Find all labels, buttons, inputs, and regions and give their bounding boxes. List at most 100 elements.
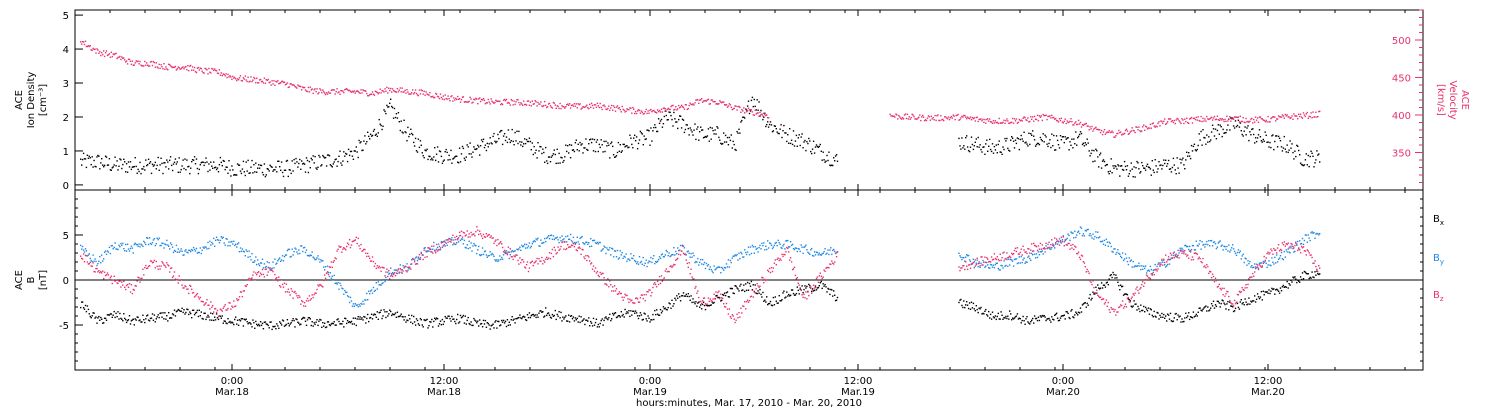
by-point <box>568 238 571 240</box>
density-point <box>125 171 127 173</box>
by-point <box>302 247 305 249</box>
density-point <box>289 169 291 171</box>
velocity-point <box>387 92 389 94</box>
by-point <box>985 265 987 267</box>
velocity-point <box>1067 121 1069 124</box>
by-point <box>717 266 719 268</box>
density-point <box>341 164 343 166</box>
density-point <box>1018 148 1020 151</box>
by-point <box>452 244 454 246</box>
velocity-point <box>182 66 184 68</box>
by-point <box>966 254 969 257</box>
bz-point <box>91 265 93 267</box>
density-point <box>1218 133 1220 135</box>
velocity-point <box>235 78 237 80</box>
velocity-point <box>607 107 609 110</box>
bx-point <box>571 318 574 320</box>
bx-point <box>973 308 975 310</box>
bx-point <box>546 314 548 317</box>
velocity-point <box>576 107 578 109</box>
by-point <box>380 284 382 286</box>
by-point <box>1146 270 1149 272</box>
bx-point <box>1060 315 1063 317</box>
by-point <box>1206 240 1208 243</box>
velocity-point <box>629 107 631 109</box>
velocity-point <box>1200 115 1202 118</box>
by-point <box>296 251 298 253</box>
density-point <box>1221 135 1223 138</box>
density-point <box>834 160 836 162</box>
density-point <box>227 172 229 174</box>
density-point <box>1232 125 1235 127</box>
bx-point <box>779 300 781 302</box>
by-point <box>1289 252 1291 254</box>
by-point <box>263 263 266 265</box>
density-point <box>1077 135 1080 138</box>
velocity-point <box>1044 114 1046 117</box>
by-point <box>103 251 106 253</box>
by-point <box>1157 263 1159 265</box>
density-point <box>391 105 393 108</box>
velocity-point <box>739 106 741 109</box>
density-point <box>413 145 416 147</box>
density-point <box>525 138 528 141</box>
by-point <box>606 247 608 249</box>
by-point <box>339 282 341 284</box>
by-point <box>1310 232 1312 234</box>
velocity-point <box>671 104 673 107</box>
density-point <box>476 148 478 150</box>
density-point <box>961 137 963 139</box>
bx-point <box>1201 310 1203 312</box>
density-point <box>496 140 498 143</box>
density-point <box>421 152 423 154</box>
bx-point <box>808 283 810 286</box>
bx-point <box>556 313 558 316</box>
density-point <box>89 157 91 159</box>
velocity-point <box>583 106 585 108</box>
density-point <box>1264 131 1266 133</box>
bx-point <box>114 316 116 319</box>
bx-point <box>1047 318 1049 320</box>
density-point <box>404 131 406 133</box>
velocity-y-tick-label: 350 <box>1392 149 1411 160</box>
density-point <box>343 151 345 153</box>
density-point <box>466 144 468 146</box>
density-point <box>1082 142 1085 144</box>
density-point <box>1212 128 1215 130</box>
bx-point <box>789 295 791 297</box>
bx-point <box>1129 300 1131 302</box>
velocity-point <box>964 114 966 117</box>
bx-point <box>1156 311 1158 314</box>
density-point <box>420 144 422 146</box>
bx-point <box>810 287 812 289</box>
bx-point <box>1127 298 1130 300</box>
bx-point <box>162 312 164 314</box>
density-point <box>551 154 554 157</box>
bx-point <box>1226 303 1228 305</box>
velocity-point <box>1179 121 1181 123</box>
velocity-point <box>732 108 734 110</box>
by-point <box>240 250 243 252</box>
density-point <box>1078 133 1081 136</box>
bx-point <box>201 317 203 320</box>
by-point <box>295 248 297 250</box>
velocity-point <box>324 93 327 96</box>
by-point <box>1044 251 1046 253</box>
density-point <box>1144 169 1147 171</box>
by-point <box>1104 244 1107 246</box>
density-point <box>190 167 192 169</box>
by-point <box>410 263 412 265</box>
bx-point <box>393 313 396 316</box>
velocity-point <box>1220 119 1222 121</box>
density-point <box>634 134 636 136</box>
density-point <box>591 138 594 140</box>
density-point <box>1256 137 1259 139</box>
tick-layer: 0:00Mar.1812:00Mar.180:00Mar.1912:00Mar.… <box>59 9 1423 398</box>
by-point <box>960 256 962 259</box>
bx-point <box>819 282 821 284</box>
bx-point <box>794 294 797 296</box>
bx-point <box>749 285 752 287</box>
by-point <box>1288 251 1290 253</box>
by-point <box>264 266 267 269</box>
bx-point <box>250 323 252 325</box>
